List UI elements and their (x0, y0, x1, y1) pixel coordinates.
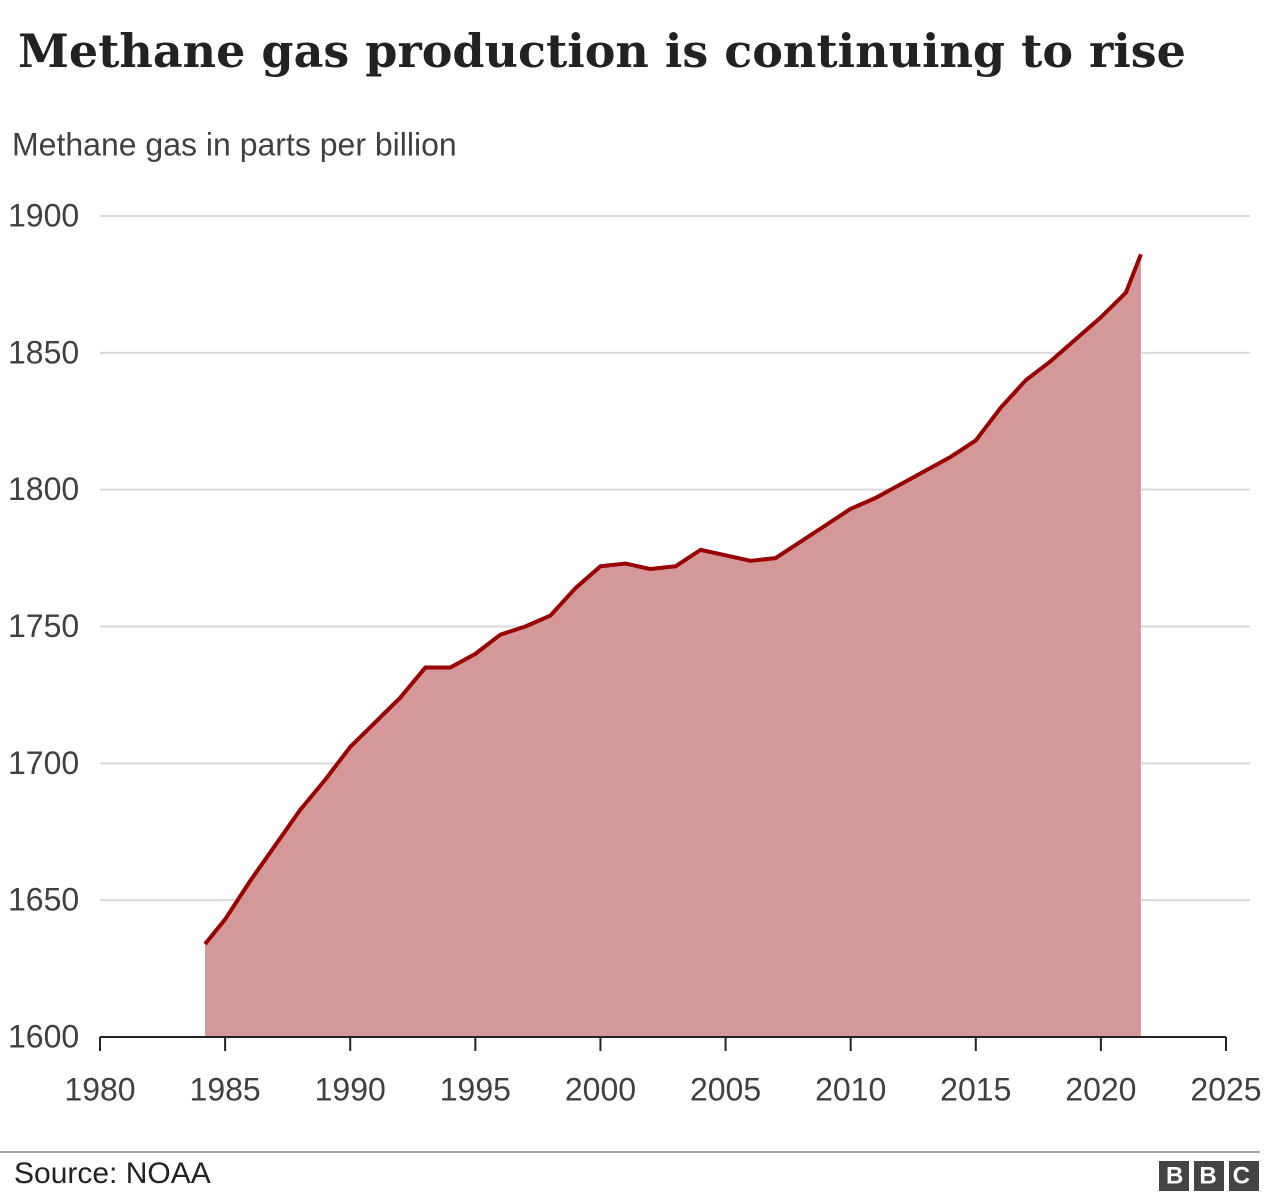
x-tick-label: 2010 (815, 1071, 886, 1107)
x-tick-label: 1990 (315, 1071, 386, 1107)
chart-title: Methane gas production is continuing to … (18, 24, 1186, 78)
y-tick-label: 1900 (8, 197, 79, 233)
logo-box (1229, 1161, 1259, 1191)
x-tick-label: 2005 (690, 1071, 761, 1107)
bbc-logo: BBC (1159, 1161, 1266, 1191)
area (205, 254, 1141, 1037)
source: Source: NOAA (14, 1157, 211, 1190)
y-tick-label: 1700 (8, 745, 79, 781)
y-tick-label: 1750 (8, 608, 79, 644)
x-tick-label: 2025 (1190, 1071, 1261, 1107)
x-tick-label: 1980 (64, 1071, 135, 1107)
x-tick-label: 1985 (190, 1071, 261, 1107)
x-tick-label: 2000 (565, 1071, 636, 1107)
logo-box (1194, 1161, 1224, 1191)
line (203, 253, 1143, 946)
x-tick-label: 1995 (440, 1071, 511, 1107)
y-tick-label: 1800 (8, 471, 79, 507)
x-tick-label: 2020 (1065, 1071, 1136, 1107)
y-tick-label: 1600 (8, 1018, 79, 1054)
logo-text: BBC (1166, 1162, 1266, 1189)
y-tick-label: 1850 (8, 334, 79, 370)
logo-box (1159, 1161, 1189, 1191)
chart-subtitle: Methane gas in parts per billion (12, 126, 457, 162)
x-tick-label: 2015 (940, 1071, 1011, 1107)
y-tick-label: 1650 (8, 882, 79, 918)
